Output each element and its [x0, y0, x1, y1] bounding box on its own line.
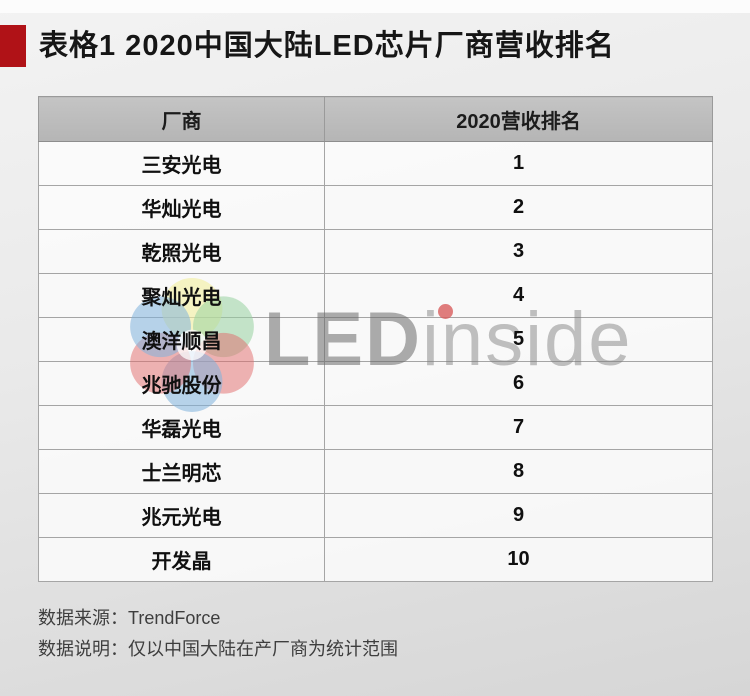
vendor-cell: 士兰明芯: [38, 449, 325, 494]
page-title: 表格1 2020中国大陆LED芯片厂商营收排名: [39, 30, 615, 62]
col-header-vendor: 厂商: [38, 96, 325, 142]
vendor-label: 三安光电: [141, 155, 222, 177]
col-header-rank-label: 2020营收排名: [456, 110, 581, 133]
vendor-label: 乾照光电: [141, 243, 222, 265]
vendor-cell: 乾照光电: [38, 229, 325, 274]
rank-cell: 8: [324, 449, 713, 494]
vendor-cell: 华磊光电: [38, 405, 325, 450]
rank-value: 8: [512, 460, 525, 482]
rank-value: 7: [512, 416, 525, 438]
title-row: 表格1 2020中国大陆LED芯片厂商营收排名: [0, 25, 615, 67]
table-row: 聚灿光电 4: [38, 273, 713, 318]
revenue-ranking-table: 厂商 2020营收排名 三安光电 1 华灿光电 2 乾照光电 3 聚灿光电 4 澳洋顺昌 5 兆驰股…: [38, 96, 713, 582]
rank-value: 10: [507, 548, 530, 570]
red-marker: [0, 25, 26, 67]
vendor-label: 华灿光电: [141, 199, 222, 221]
vendor-label: 士兰明芯: [141, 463, 222, 485]
rank-cell: 2: [324, 185, 713, 230]
rank-cell: 6: [324, 361, 713, 406]
col-header-rank: 2020营收排名: [324, 96, 713, 142]
vendor-label: 开发晶: [151, 551, 212, 573]
footer: 数据来源：TrendForce 数据说明：仅以中国大陆在产厂商为统计范围: [38, 603, 398, 665]
vendor-cell: 华灿光电: [38, 185, 325, 230]
rank-cell: 3: [324, 229, 713, 274]
header-row: 厂商 2020营收排名: [38, 96, 713, 142]
table-row: 华灿光电 2: [38, 185, 713, 230]
data-source-line: 数据来源：TrendForce: [38, 608, 221, 628]
ranking-table: LEDinside 厂商 2020营收排名 三安光电 1 华灿光电 2 乾照光电 3 聚灿光…: [38, 96, 713, 588]
vendor-cell: 三安光电: [38, 141, 325, 186]
vendor-cell: 聚灿光电: [38, 273, 325, 318]
rank-cell: 7: [324, 405, 713, 450]
rank-value: 5: [512, 328, 525, 350]
vendor-label: 澳洋顺昌: [141, 331, 222, 353]
top-strip: [0, 0, 750, 13]
vendor-label: 聚灿光电: [141, 287, 222, 309]
rank-value: 3: [512, 240, 525, 262]
col-header-vendor-label: 厂商: [161, 110, 202, 133]
table-row: 开发晶 10: [38, 537, 713, 582]
vendor-label: 华磊光电: [141, 419, 222, 441]
table-row: 士兰明芯 8: [38, 449, 713, 494]
table-row: 澳洋顺昌 5: [38, 317, 713, 362]
rank-cell: 5: [324, 317, 713, 362]
vendor-label: 兆驰股份: [141, 375, 222, 397]
rank-value: 9: [512, 504, 525, 526]
vendor-cell: 兆驰股份: [38, 361, 325, 406]
rank-cell: 4: [324, 273, 713, 318]
vendor-cell: 兆元光电: [38, 493, 325, 538]
rank-value: 4: [512, 284, 525, 306]
rank-cell: 9: [324, 493, 713, 538]
table-row: 兆驰股份 6: [38, 361, 713, 406]
rank-value: 6: [512, 372, 525, 394]
rank-cell: 1: [324, 141, 713, 186]
data-note-line: 数据说明：仅以中国大陆在产厂商为统计范围: [38, 639, 398, 659]
vendor-cell: 开发晶: [38, 537, 325, 582]
table-row: 乾照光电 3: [38, 229, 713, 274]
rank-cell: 10: [324, 537, 713, 582]
table-row: 华磊光电 7: [38, 405, 713, 450]
rank-value: 1: [512, 152, 525, 174]
table-row: 三安光电 1: [38, 141, 713, 186]
vendor-cell: 澳洋顺昌: [38, 317, 325, 362]
table-row: 兆元光电 9: [38, 493, 713, 538]
vendor-label: 兆元光电: [141, 507, 222, 529]
rank-value: 2: [512, 196, 525, 218]
